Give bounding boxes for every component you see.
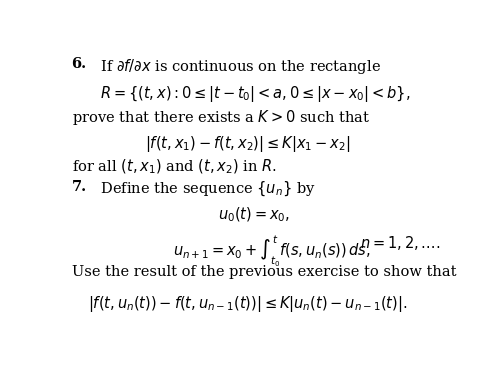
Text: If $\partial f/\partial x$ is continuous on the rectangle: If $\partial f/\partial x$ is continuous… <box>91 57 381 76</box>
Text: for all $(t, x_1)$ and $(t, x_2)$ in $R.$: for all $(t, x_1)$ and $(t, x_2)$ in $R.… <box>71 158 276 176</box>
Text: $R = \{(t, x) : 0 \leq |t - t_0| < a, 0 \leq |x - x_0| < b\},$: $R = \{(t, x) : 0 \leq |t - t_0| < a, 0 … <box>100 84 410 104</box>
Text: 7.: 7. <box>71 180 87 194</box>
Text: $n = 1, 2, \ldots.$: $n = 1, 2, \ldots.$ <box>360 234 440 252</box>
Text: Define the sequence $\{u_n\}$ by: Define the sequence $\{u_n\}$ by <box>91 180 315 198</box>
Text: prove that there exists a $K > 0$ such that: prove that there exists a $K > 0$ such t… <box>71 108 370 127</box>
Text: $|f(t, x_1) - f(t, x_2)| \leq K|x_1 - x_2|$: $|f(t, x_1) - f(t, x_2)| \leq K|x_1 - x_… <box>145 133 350 154</box>
Text: 6.: 6. <box>71 57 87 71</box>
Text: $u_{n+1} = x_0 + \int_{t_0}^{t} f(s, u_n(s))\, ds,$: $u_{n+1} = x_0 + \int_{t_0}^{t} f(s, u_n… <box>173 234 370 269</box>
Text: $u_0(t) = x_0,$: $u_0(t) = x_0,$ <box>217 205 290 224</box>
Text: $|f(t, u_n(t)) - f(t, u_{n-1}(t))| \leq K|u_n(t) - u_{n-1}(t)|.$: $|f(t, u_n(t)) - f(t, u_{n-1}(t))| \leq … <box>88 294 407 314</box>
Text: Use the result of the previous exercise to show that: Use the result of the previous exercise … <box>71 265 456 279</box>
